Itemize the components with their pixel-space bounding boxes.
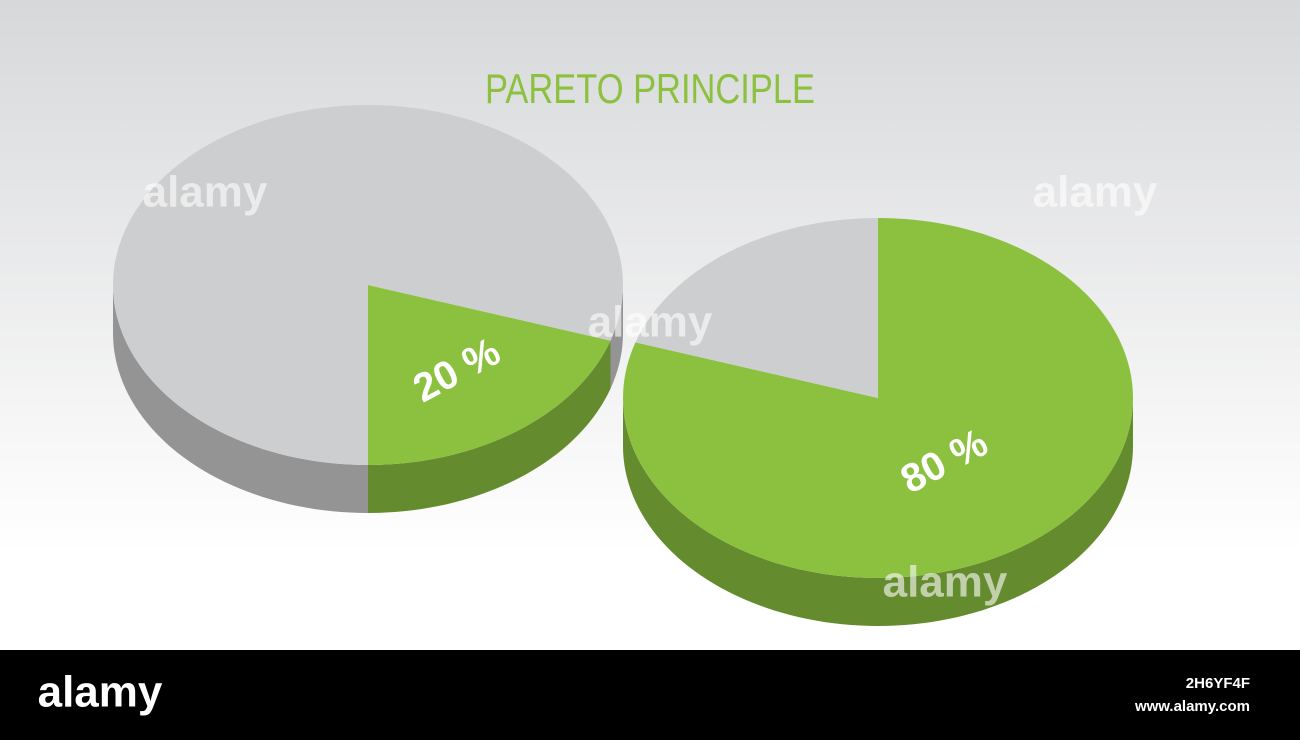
footer-bar	[0, 650, 1300, 740]
footer-url: www.alamy.com	[1134, 698, 1250, 715]
watermarks: alamy alamy alamy alamy	[143, 168, 1158, 607]
pie-side	[113, 285, 368, 513]
chart-title: PARETO PRINCIPLE	[485, 65, 815, 112]
watermark: alamy	[883, 558, 1008, 607]
pie-side	[623, 398, 1133, 626]
pie-slice	[635, 218, 878, 398]
watermark: alamy	[588, 298, 713, 347]
pie: 80 %	[623, 218, 1133, 626]
pie-side	[610, 285, 623, 389]
pies: 20 %80 %	[113, 105, 1133, 626]
pie-slice	[368, 285, 611, 465]
pie-slice	[113, 105, 623, 465]
pie-side	[368, 340, 611, 513]
watermark: alamy	[143, 168, 268, 217]
footer-logo: alamy	[38, 668, 163, 717]
watermark: alamy	[1033, 168, 1158, 217]
image-id: 2H6YF4F	[1186, 675, 1250, 692]
pie: 20 %	[113, 105, 623, 513]
